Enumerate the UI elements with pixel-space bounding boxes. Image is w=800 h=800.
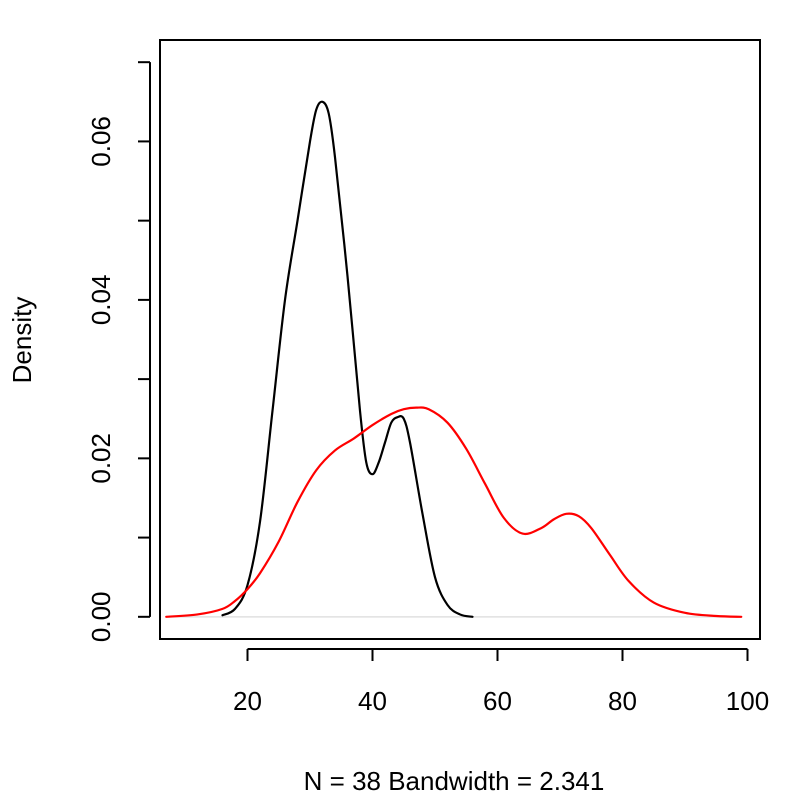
- x-axis-title: N = 38 Bandwidth = 2.341: [304, 766, 605, 796]
- series-layer: [165, 100, 743, 618]
- plot-frame: [159, 39, 761, 640]
- y-axis-title: Density: [7, 297, 37, 384]
- x-tick-label-100: 100: [726, 686, 769, 716]
- y-tick-label-0.00: 0.00: [86, 592, 116, 643]
- y-tick-label-0.02: 0.02: [86, 433, 116, 484]
- y-tick-label-0.06: 0.06: [86, 116, 116, 167]
- y-axis: 0.00 0.02 0.04 0.06: [86, 61, 151, 643]
- x-tick-label-80: 80: [608, 686, 637, 716]
- x-tick-label-40: 40: [358, 686, 387, 716]
- series-line-density-black: [221, 100, 474, 618]
- y-tick-label-0.04: 0.04: [86, 275, 116, 326]
- x-tick-label-20: 20: [233, 686, 262, 716]
- x-tick-label-60: 60: [483, 686, 512, 716]
- series-line-density-red: [165, 406, 743, 618]
- x-axis: 20 40 60 80 100: [233, 648, 769, 716]
